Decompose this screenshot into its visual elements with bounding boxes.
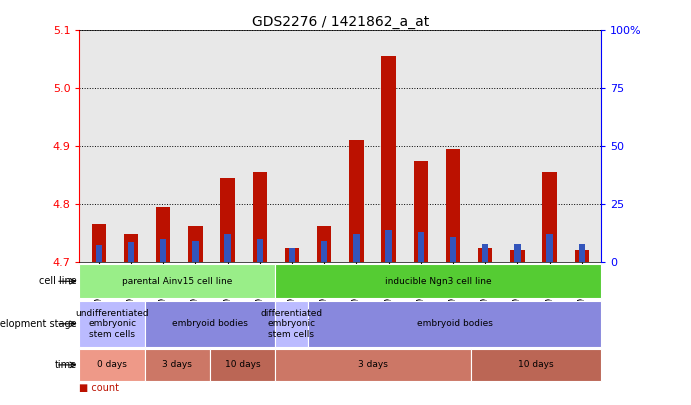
Text: time: time [55,360,77,370]
Bar [578,243,585,262]
Bar [478,247,493,262]
Text: inducible Ngn3 cell line: inducible Ngn3 cell line [385,277,491,286]
Bar [95,245,102,262]
Bar [79,301,144,347]
Bar [144,349,210,381]
Bar [482,243,489,262]
Bar [381,56,396,262]
Bar [471,349,601,381]
Text: differentiated
embryonic
stem cells: differentiated embryonic stem cells [261,309,323,339]
Bar [514,243,520,262]
Bar [275,349,471,381]
Bar [450,237,456,262]
Bar [188,226,202,262]
Bar [124,234,138,262]
Bar [225,234,231,262]
Text: undifferentiated
embryonic
stem cells: undifferentiated embryonic stem cells [75,309,149,339]
Text: 0 days: 0 days [97,360,127,369]
Bar [307,301,601,347]
Bar [285,247,299,262]
Bar [510,250,524,262]
Title: GDS2276 / 1421862_a_at: GDS2276 / 1421862_a_at [252,15,429,29]
Bar [160,239,167,262]
Text: embryoid bodies: embryoid bodies [172,319,248,328]
Bar [253,172,267,262]
Text: embryoid bodies: embryoid bodies [417,319,493,328]
Bar [128,242,134,262]
Bar [220,178,235,262]
Bar [192,241,198,262]
Bar [542,172,557,262]
Bar [210,349,275,381]
Bar [275,264,601,298]
Bar [414,161,428,262]
Bar [575,250,589,262]
Text: ■ count: ■ count [79,383,120,393]
Text: parental Ainv15 cell line: parental Ainv15 cell line [122,277,232,286]
Bar [79,264,275,298]
Text: 3 days: 3 days [358,360,388,369]
Bar [144,301,275,347]
Bar [79,349,144,381]
Bar [317,226,332,262]
Bar [256,239,263,262]
Bar [91,224,106,262]
Bar [417,232,424,262]
Bar [386,230,392,262]
Bar [156,207,171,262]
Text: 10 days: 10 days [225,360,261,369]
Text: development stage: development stage [0,319,77,329]
Bar [547,234,553,262]
Bar [349,141,363,262]
Bar [289,248,295,262]
Text: cell line: cell line [39,276,77,286]
Bar [353,234,359,262]
Bar [446,149,460,262]
Text: 3 days: 3 days [162,360,192,369]
Text: 10 days: 10 days [518,360,553,369]
Bar [275,301,307,347]
Bar [321,241,328,262]
